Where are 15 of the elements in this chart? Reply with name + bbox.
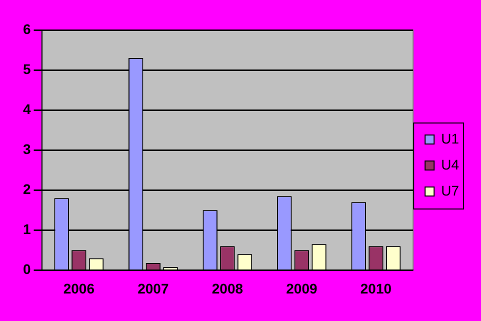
y-tick-label: 4 xyxy=(22,100,31,117)
x-tick-label: 2006 xyxy=(63,280,95,296)
legend-label: U1 xyxy=(441,130,460,146)
y-tick-label: 0 xyxy=(22,261,31,278)
x-tick-label: 2009 xyxy=(286,280,318,296)
y-tick-label: 5 xyxy=(22,60,31,77)
legend-label: U7 xyxy=(441,182,460,198)
x-tick-label: 2007 xyxy=(138,280,169,296)
y-tick-label: 2 xyxy=(22,180,31,197)
y-tick-label: 3 xyxy=(22,140,31,157)
legend-label: U4 xyxy=(441,156,460,172)
x-tick-label: 2010 xyxy=(360,280,392,296)
y-tick-label: 1 xyxy=(22,221,31,238)
y-tick-label: 6 xyxy=(22,20,31,37)
x-tick-label: 2008 xyxy=(212,280,244,296)
